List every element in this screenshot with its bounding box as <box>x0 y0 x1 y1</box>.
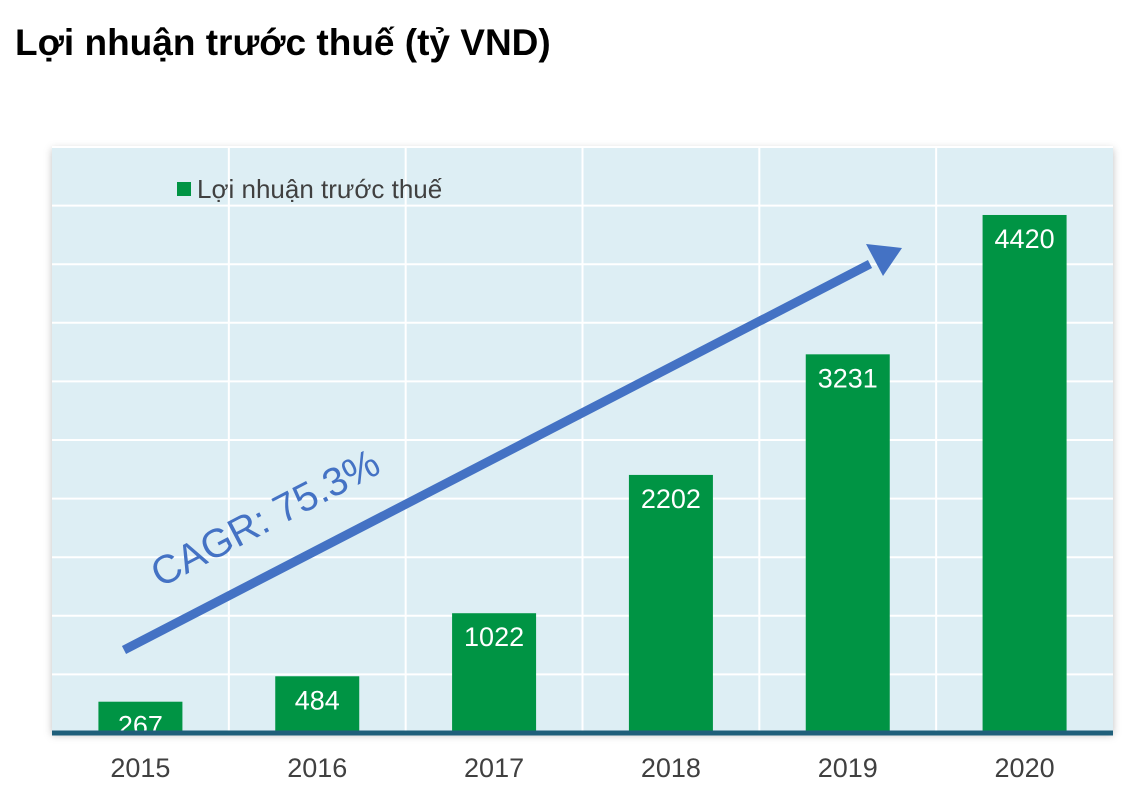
bar-2015 <box>98 701 183 733</box>
x-tick-labels: 2015 2016 2017 2018 2019 2020 <box>110 753 1054 783</box>
bar-value-label: 2202 <box>641 484 701 514</box>
growth-arrow-icon <box>121 244 902 654</box>
x-tick-label: 2019 <box>818 753 878 783</box>
arrow-shaft <box>121 260 873 654</box>
legend: Lợi nhuận trước thuế <box>177 174 443 204</box>
x-tick-label: 2018 <box>641 753 701 783</box>
x-tick-label: 2015 <box>110 753 170 783</box>
x-tick-label: 2016 <box>287 753 347 783</box>
bar-value-label: 4420 <box>995 224 1055 254</box>
bar-value-label: 3231 <box>818 363 878 393</box>
bar-value-label: 484 <box>295 685 340 715</box>
bar-value-label: 1022 <box>464 622 524 652</box>
arrow-head <box>866 244 902 276</box>
bar-2020 <box>982 214 1067 733</box>
bar-2019 <box>805 354 890 733</box>
horizontal-gridlines <box>52 146 1113 676</box>
bar-2017 <box>452 613 537 733</box>
legend-swatch <box>177 182 191 196</box>
x-tick-label: 2017 <box>464 753 524 783</box>
bar-2018 <box>628 474 713 733</box>
x-tick-label: 2020 <box>995 753 1055 783</box>
bar-series: 267 484 1022 2202 3231 4420 <box>98 214 1067 741</box>
bar-2016 <box>275 676 360 733</box>
legend-label: Lợi nhuận trước thuế <box>197 174 443 204</box>
bar-value-label: 267 <box>118 711 163 741</box>
page-title: Lợi nhuận trước thuế (tỷ VND) <box>15 22 551 63</box>
